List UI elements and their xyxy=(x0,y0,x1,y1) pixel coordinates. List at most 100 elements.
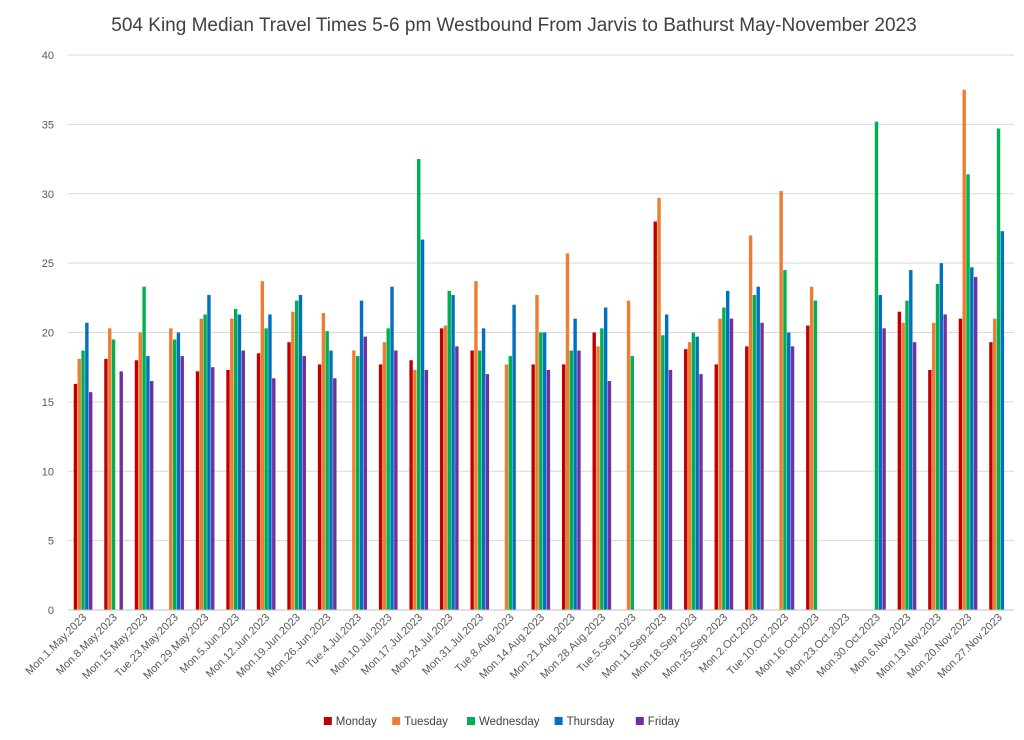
bar-thursday xyxy=(359,300,364,610)
legend: Monday Tuesday Wednesday Thursday Friday xyxy=(323,716,680,728)
bar-tuesday xyxy=(504,364,509,610)
bar-tuesday xyxy=(901,322,905,610)
legend-item-thursday: Thursday xyxy=(554,716,615,728)
legend-label: Monday xyxy=(336,716,377,728)
y-tick-label: 0 xyxy=(48,605,54,617)
bar-thursday xyxy=(451,295,455,610)
bar-tuesday xyxy=(77,358,81,610)
bar-wednesday xyxy=(233,308,238,610)
bar-friday xyxy=(333,378,337,610)
bar-friday xyxy=(272,378,276,610)
bar-wednesday xyxy=(935,283,940,610)
bar-monday xyxy=(470,350,474,610)
legend-swatch xyxy=(467,717,475,725)
bar-monday xyxy=(195,371,200,610)
bar-tuesday xyxy=(993,318,997,611)
legend-swatch xyxy=(635,717,644,725)
y-tick-label: 35 xyxy=(42,119,54,131)
bar-wednesday xyxy=(722,307,726,610)
bar-tuesday xyxy=(474,281,478,610)
bar-friday xyxy=(211,367,215,610)
bar-friday xyxy=(363,336,368,610)
bar-wednesday xyxy=(874,121,879,610)
bar-friday xyxy=(241,350,245,610)
bar-monday xyxy=(653,221,657,610)
bar-thursday xyxy=(695,336,699,610)
bar-monday xyxy=(714,364,718,610)
bar-monday xyxy=(409,360,413,610)
bar-thursday xyxy=(85,322,89,610)
bar-wednesday xyxy=(386,328,390,610)
bar-wednesday xyxy=(508,356,512,610)
bar-friday xyxy=(119,371,123,610)
bar-friday xyxy=(546,369,551,610)
series-wednesday xyxy=(81,121,1001,611)
bar-friday xyxy=(668,369,673,610)
y-tick-label: 20 xyxy=(42,328,54,340)
legend-item-monday: Monday xyxy=(323,716,377,728)
bar-friday xyxy=(394,350,398,610)
bar-thursday xyxy=(726,290,730,611)
legend-swatch xyxy=(323,717,332,725)
legend-item-friday: Friday xyxy=(635,716,680,728)
y-tick-label: 15 xyxy=(42,397,54,409)
series-thursday xyxy=(85,231,1005,611)
bars xyxy=(73,89,1005,611)
bar-monday xyxy=(256,353,261,610)
bar-wednesday xyxy=(294,300,299,610)
bar-tuesday xyxy=(382,342,387,610)
bar-thursday xyxy=(664,314,669,610)
bar-monday xyxy=(317,364,322,610)
bar-thursday xyxy=(146,356,150,610)
bar-friday xyxy=(302,356,306,610)
bar-friday xyxy=(455,346,459,611)
bar-wednesday xyxy=(752,295,757,610)
bar-thursday xyxy=(1000,231,1005,610)
bar-wednesday xyxy=(691,332,696,610)
bar-monday xyxy=(745,346,749,611)
chart-title: 504 King Median Travel Times 5-6 pm West… xyxy=(111,15,916,36)
bar-thursday xyxy=(756,286,760,610)
legend-label: Friday xyxy=(648,716,680,728)
bar-monday xyxy=(134,360,139,610)
bar-tuesday xyxy=(809,286,814,610)
bar-thursday xyxy=(420,239,425,611)
bar-friday xyxy=(180,356,184,610)
bar-friday xyxy=(607,381,612,610)
bar-monday xyxy=(531,364,535,610)
bar-thursday xyxy=(268,314,272,610)
series-monday xyxy=(73,221,993,611)
y-tick-label: 30 xyxy=(42,189,54,201)
bar-thursday xyxy=(176,332,181,610)
legend-label: Wednesday xyxy=(479,716,540,728)
bar-tuesday xyxy=(718,318,722,611)
bar-friday xyxy=(790,346,795,611)
legend-label: Tuesday xyxy=(404,716,448,728)
bar-monday xyxy=(73,383,78,610)
bar-tuesday xyxy=(260,281,265,610)
bar-thursday xyxy=(787,332,791,610)
bar-wednesday xyxy=(996,128,1001,611)
bar-wednesday xyxy=(111,339,116,610)
bar-tuesday xyxy=(535,295,539,610)
bar-tuesday xyxy=(169,328,173,610)
bar-thursday xyxy=(970,267,974,610)
bar-monday xyxy=(592,332,596,610)
bar-friday xyxy=(699,374,703,611)
bar-tuesday xyxy=(138,332,142,610)
bar-friday xyxy=(882,328,886,610)
bar-tuesday xyxy=(443,325,448,610)
bar-monday xyxy=(897,311,902,610)
bar-tuesday xyxy=(352,350,356,610)
bar-tuesday xyxy=(687,342,692,610)
bar-thursday xyxy=(237,314,242,610)
bar-thursday xyxy=(573,318,577,611)
bar-thursday xyxy=(542,332,547,610)
bar-tuesday xyxy=(962,89,966,610)
legend-item-wednesday: Wednesday xyxy=(467,716,540,728)
legend-label: Thursday xyxy=(567,716,615,728)
legend-swatch xyxy=(392,717,401,725)
bar-wednesday xyxy=(356,356,360,610)
bar-wednesday xyxy=(905,300,909,610)
bar-thursday xyxy=(939,263,944,611)
